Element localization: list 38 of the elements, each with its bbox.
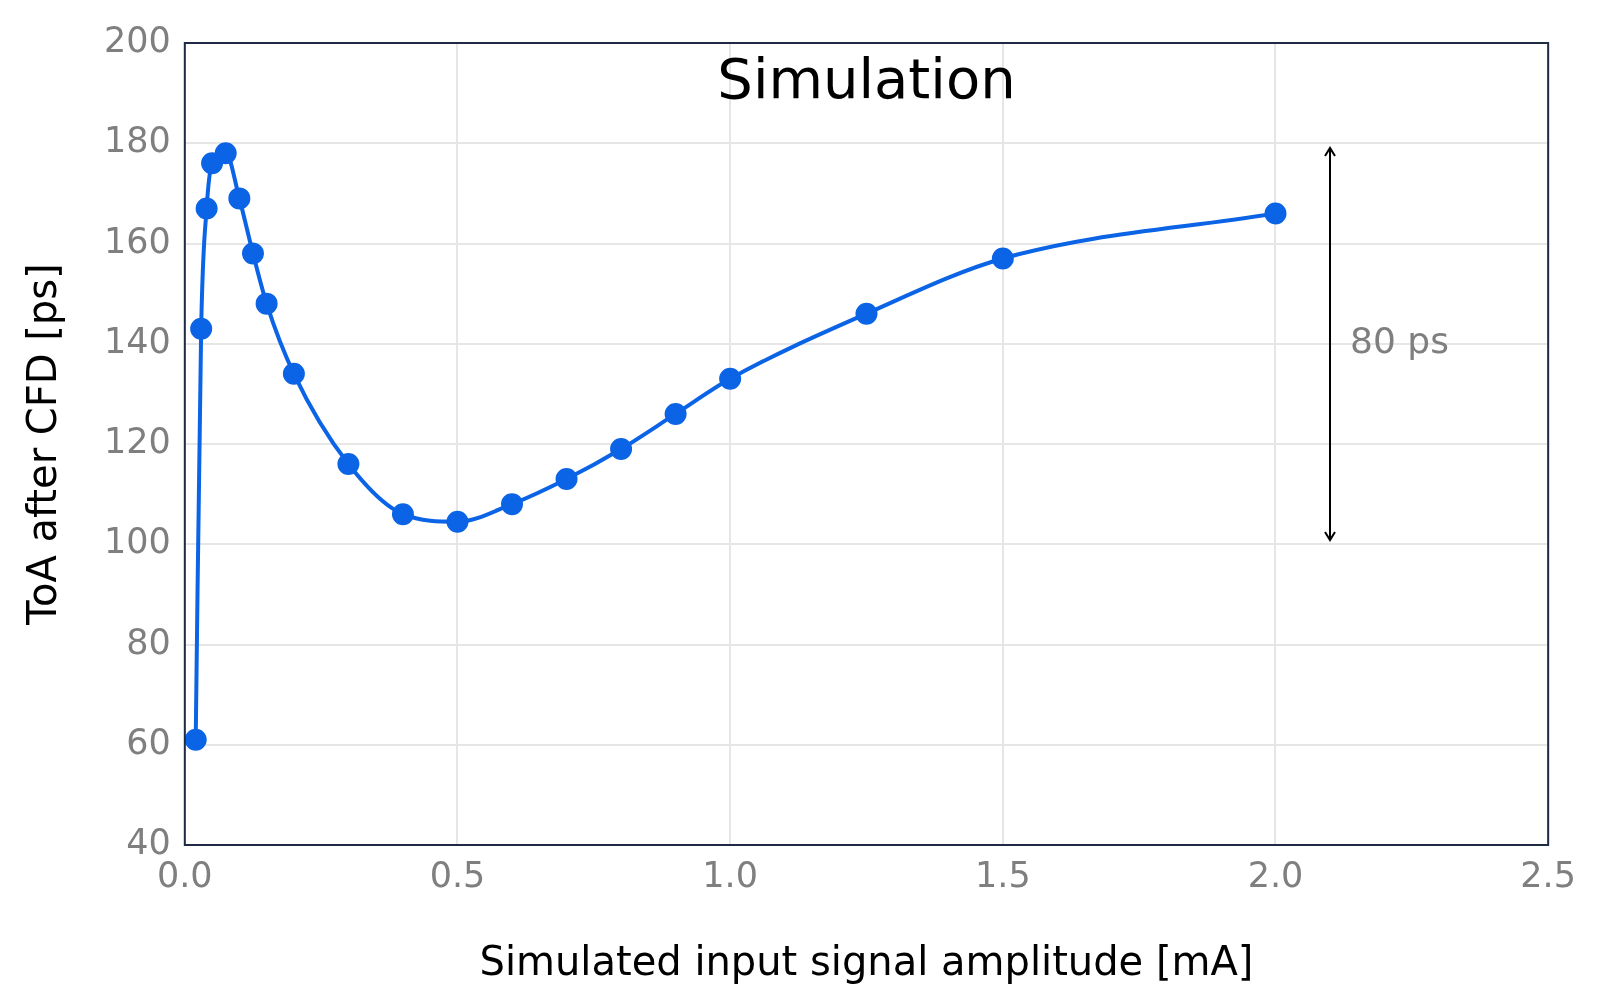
point (391, 503, 414, 526)
point (337, 453, 360, 476)
point (719, 367, 742, 390)
x-axis-title: Simulated input signal amplitude [mA] (479, 938, 1254, 985)
point (501, 493, 524, 516)
y-tick-label: 200 (103, 20, 171, 61)
point (195, 197, 218, 220)
point (1264, 202, 1287, 225)
point (555, 468, 578, 491)
annotation: 80 ps (1350, 320, 1449, 362)
x-tick-label: 2.5 (1520, 855, 1577, 896)
x-tick-label: 1.5 (974, 855, 1031, 896)
point (664, 402, 687, 425)
x-tick-label: 2.0 (1247, 855, 1304, 896)
point (184, 728, 207, 751)
chart-title: Simulation (717, 45, 1016, 111)
y-tick-label: 100 (103, 521, 171, 562)
y-tick-label: 80 (126, 621, 171, 662)
x-tick-label: 0.5 (429, 855, 486, 896)
point (282, 362, 305, 385)
y-tick-label: 120 (103, 421, 171, 462)
point (991, 247, 1014, 270)
point (241, 242, 264, 265)
y-tick-label: 60 (126, 721, 171, 762)
point (610, 438, 633, 461)
y-tick-label: 160 (103, 220, 171, 261)
point (446, 510, 469, 533)
point (228, 187, 251, 210)
point (214, 142, 237, 165)
point (855, 302, 878, 325)
x-tick-label: 1.0 (702, 855, 758, 896)
point (190, 317, 213, 340)
y-tick-label: 140 (103, 320, 171, 361)
x-tick-label: 0.0 (156, 855, 213, 896)
y-axis-title: ToA after CFD [ps] (19, 263, 66, 626)
point (255, 292, 278, 315)
y-tick-label: 180 (103, 120, 171, 161)
point (201, 152, 224, 175)
